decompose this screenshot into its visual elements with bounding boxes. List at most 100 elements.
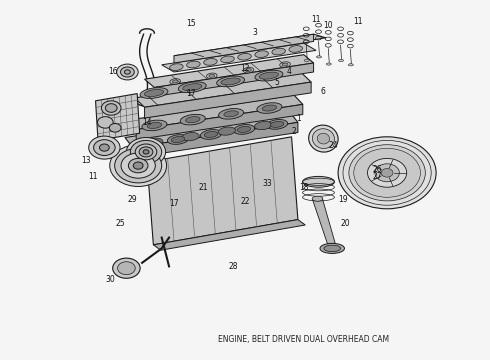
Circle shape <box>139 147 153 157</box>
Circle shape <box>133 162 143 169</box>
Ellipse shape <box>289 46 302 52</box>
Circle shape <box>121 153 155 178</box>
Ellipse shape <box>254 121 272 130</box>
Text: 33: 33 <box>262 179 272 188</box>
Ellipse shape <box>272 48 286 55</box>
Ellipse shape <box>233 125 255 134</box>
Ellipse shape <box>145 90 164 96</box>
Text: 19: 19 <box>338 195 348 204</box>
Ellipse shape <box>142 120 167 131</box>
Circle shape <box>338 137 436 209</box>
Ellipse shape <box>170 64 183 71</box>
Ellipse shape <box>262 105 277 111</box>
Ellipse shape <box>320 243 344 253</box>
Ellipse shape <box>238 53 251 60</box>
Ellipse shape <box>304 59 309 62</box>
Text: 20: 20 <box>341 219 350 228</box>
Text: 26: 26 <box>372 165 382 174</box>
Circle shape <box>349 145 425 201</box>
Text: 11: 11 <box>88 172 98 181</box>
Ellipse shape <box>204 131 218 138</box>
Polygon shape <box>147 137 298 245</box>
Ellipse shape <box>267 120 288 129</box>
Text: 6: 6 <box>321 87 326 96</box>
Ellipse shape <box>178 82 206 93</box>
Text: 30: 30 <box>105 274 115 284</box>
Ellipse shape <box>282 63 288 66</box>
Circle shape <box>165 85 173 91</box>
Circle shape <box>155 78 183 98</box>
Ellipse shape <box>187 61 200 68</box>
Circle shape <box>128 158 148 173</box>
Ellipse shape <box>134 140 156 149</box>
Circle shape <box>130 140 162 163</box>
Circle shape <box>135 144 157 160</box>
Circle shape <box>115 148 162 183</box>
Ellipse shape <box>312 129 335 148</box>
Ellipse shape <box>147 122 162 129</box>
Ellipse shape <box>218 127 236 135</box>
Ellipse shape <box>209 74 215 77</box>
Ellipse shape <box>339 59 343 62</box>
Text: 14: 14 <box>142 118 152 127</box>
Ellipse shape <box>217 76 245 87</box>
Circle shape <box>98 117 113 128</box>
Ellipse shape <box>270 121 284 127</box>
Text: 24: 24 <box>328 141 338 150</box>
Text: ENGINE, BELT DRIVEN DUAL OVERHEAD CAM: ENGINE, BELT DRIVEN DUAL OVERHEAD CAM <box>218 335 390 344</box>
Ellipse shape <box>312 196 323 201</box>
Text: 12: 12 <box>240 64 250 73</box>
Ellipse shape <box>138 141 152 148</box>
Ellipse shape <box>243 67 254 73</box>
Ellipse shape <box>317 56 321 58</box>
Circle shape <box>105 104 117 112</box>
Ellipse shape <box>259 72 278 79</box>
Polygon shape <box>313 199 336 246</box>
Text: 17: 17 <box>186 89 196 98</box>
Ellipse shape <box>200 130 221 139</box>
Circle shape <box>89 136 120 159</box>
Ellipse shape <box>237 126 251 132</box>
Ellipse shape <box>326 63 331 65</box>
Polygon shape <box>153 220 305 250</box>
Text: 16: 16 <box>108 68 118 77</box>
Ellipse shape <box>171 136 185 143</box>
Ellipse shape <box>140 87 168 98</box>
Circle shape <box>124 70 130 74</box>
Circle shape <box>375 164 399 182</box>
Text: 10: 10 <box>323 21 333 30</box>
Text: 1: 1 <box>296 114 301 123</box>
Ellipse shape <box>183 84 202 91</box>
Ellipse shape <box>170 79 180 84</box>
Ellipse shape <box>182 132 199 141</box>
Circle shape <box>113 258 140 278</box>
Ellipse shape <box>221 78 240 85</box>
Circle shape <box>99 144 109 151</box>
Circle shape <box>101 101 121 115</box>
Circle shape <box>126 138 166 166</box>
Text: 13: 13 <box>81 156 91 165</box>
Ellipse shape <box>324 245 341 252</box>
Circle shape <box>121 67 134 77</box>
Ellipse shape <box>224 111 238 117</box>
Ellipse shape <box>206 73 217 78</box>
Text: 2: 2 <box>292 127 296 136</box>
Ellipse shape <box>204 59 217 65</box>
Text: 5: 5 <box>274 78 279 87</box>
Polygon shape <box>154 63 314 96</box>
Ellipse shape <box>257 103 282 113</box>
Ellipse shape <box>168 135 189 144</box>
Text: 27: 27 <box>372 172 382 181</box>
Polygon shape <box>174 34 314 63</box>
Circle shape <box>160 82 178 95</box>
Ellipse shape <box>309 125 338 152</box>
Ellipse shape <box>219 108 244 119</box>
Polygon shape <box>174 34 326 59</box>
Polygon shape <box>162 43 316 72</box>
Ellipse shape <box>172 80 178 83</box>
Circle shape <box>110 145 167 186</box>
Ellipse shape <box>255 70 283 81</box>
Polygon shape <box>125 112 298 148</box>
Text: 28: 28 <box>228 262 238 271</box>
Circle shape <box>368 158 407 187</box>
